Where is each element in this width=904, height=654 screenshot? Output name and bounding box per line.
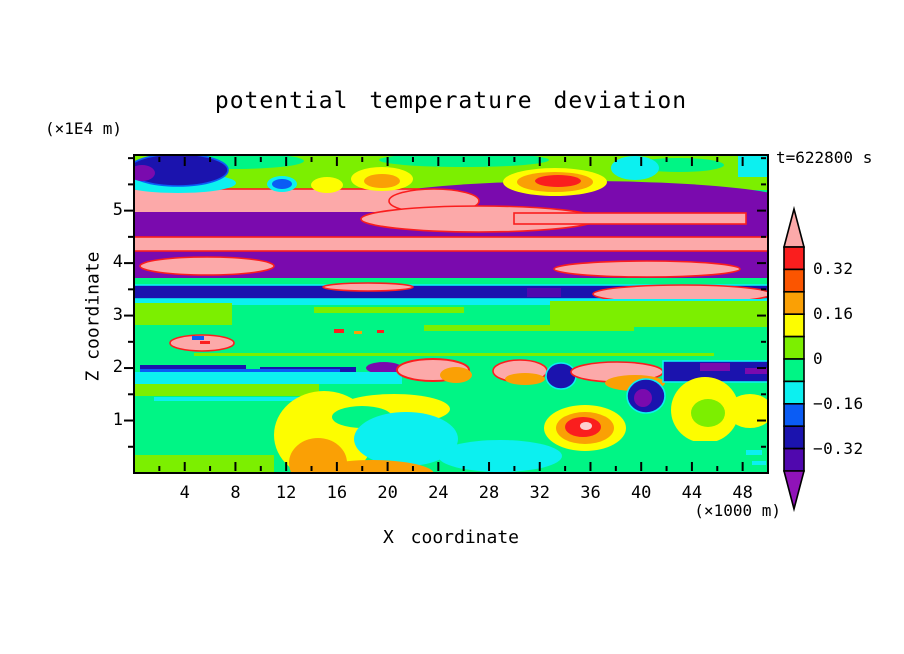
x-tick-label: 28 xyxy=(478,483,500,503)
field-shape xyxy=(354,412,458,466)
y-tick-label: 3 xyxy=(112,304,123,325)
field-shape xyxy=(700,363,730,371)
field-shape xyxy=(289,438,347,473)
field-shape xyxy=(424,325,634,331)
x-tick-label: 16 xyxy=(326,483,348,503)
y-tick-label: 5 xyxy=(112,199,123,220)
field-shape xyxy=(194,353,714,356)
colorbar-label: 0.16 xyxy=(813,304,854,324)
colorbar-under-arrow xyxy=(782,470,806,513)
field-shape xyxy=(535,175,581,187)
field-shape xyxy=(154,397,314,401)
colorbar-segment xyxy=(783,313,805,338)
colorbar-segment xyxy=(783,268,805,293)
field-shape xyxy=(134,165,155,181)
field-shape xyxy=(140,369,340,372)
time-label: t=622800 s xyxy=(776,148,873,167)
field-shape xyxy=(354,331,362,334)
y-tick-label: 2 xyxy=(112,357,123,378)
x-tick-label: 48 xyxy=(732,483,753,503)
colorbar-segment xyxy=(783,402,805,427)
x-tick-label: 32 xyxy=(529,483,550,503)
field-shape xyxy=(513,212,747,225)
colorbar-segment xyxy=(783,425,805,450)
field-shape xyxy=(139,256,275,276)
colorbar-label: 0.32 xyxy=(813,259,854,279)
field-shape xyxy=(505,373,545,385)
y-tick-label: 4 xyxy=(112,252,123,273)
x-axis-unit-label: (×1000 m) xyxy=(694,501,781,520)
colorbar-segment xyxy=(783,358,805,383)
field-shape xyxy=(134,236,768,252)
x-tick-label: 24 xyxy=(428,483,449,503)
field-shape xyxy=(527,288,561,297)
x-tick-label: 4 xyxy=(179,483,190,503)
x-tick-label: 36 xyxy=(580,483,601,503)
field-shape xyxy=(440,367,472,383)
field-shape xyxy=(550,301,768,327)
field-shape xyxy=(134,155,229,187)
field-shape xyxy=(134,455,274,473)
field-shape xyxy=(727,394,768,428)
y-tick-label: 1 xyxy=(112,409,123,430)
field-shape xyxy=(545,362,577,390)
field-shape xyxy=(580,422,592,430)
field-shape xyxy=(192,336,204,340)
field-shape xyxy=(364,174,400,188)
field-shape xyxy=(200,341,210,344)
field-shape xyxy=(311,177,343,193)
x-axis-title: X coordinate xyxy=(382,527,520,548)
colorbar-segment xyxy=(783,380,805,405)
field-shape xyxy=(314,307,464,313)
field-shape xyxy=(738,155,768,177)
field-shape xyxy=(134,372,402,384)
field-shape xyxy=(611,156,659,180)
field-shape xyxy=(134,299,768,305)
field-shape xyxy=(752,461,766,465)
field-shape xyxy=(634,441,768,473)
colorbar-over-arrow xyxy=(782,205,806,248)
plot-title: potential temperature deviation xyxy=(214,88,688,114)
field-shape xyxy=(272,179,292,189)
field-shape xyxy=(634,389,652,407)
field-shape xyxy=(691,399,725,427)
colorbar-label: 0 xyxy=(813,349,824,368)
colorbar-segment xyxy=(783,335,805,360)
field-shape xyxy=(334,329,344,333)
field-shape xyxy=(377,330,384,333)
field-shape xyxy=(140,365,246,371)
field-shape xyxy=(366,362,402,374)
colorbar-segment xyxy=(783,246,805,271)
x-tick-label: 44 xyxy=(681,483,703,503)
y-axis-unit-label: (×1E4 m) xyxy=(45,119,123,138)
plot-frame xyxy=(133,154,769,474)
colorbar-label: −0.16 xyxy=(813,393,864,413)
colorbar-segment xyxy=(783,290,805,315)
field-shape xyxy=(134,384,319,396)
x-tick-label: 40 xyxy=(630,483,652,503)
x-tick-label: 12 xyxy=(275,483,297,503)
field-shape xyxy=(134,303,232,325)
field-shape xyxy=(322,282,414,292)
field-shape xyxy=(746,450,762,455)
contour-field xyxy=(134,155,768,473)
field-shape xyxy=(553,260,741,278)
colorbar-label: −0.32 xyxy=(813,438,864,458)
x-tick-label: 8 xyxy=(230,483,241,503)
field-shape xyxy=(438,440,562,472)
field-shape xyxy=(745,368,767,374)
x-tick-label: 20 xyxy=(377,483,398,503)
colorbar-segment xyxy=(783,447,805,472)
